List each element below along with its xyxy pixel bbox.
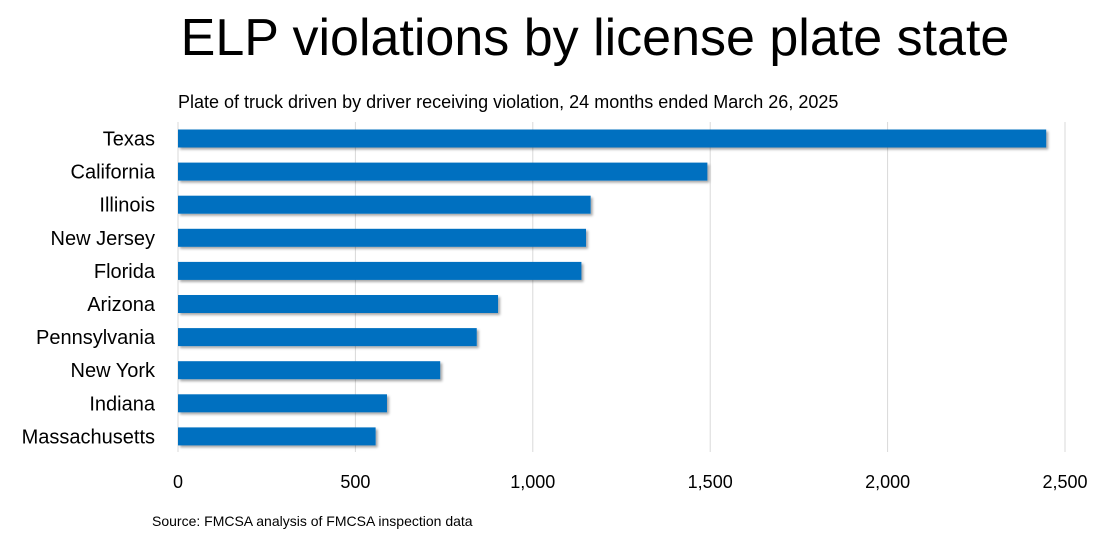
category-label: Texas (103, 129, 155, 151)
category-label: California (71, 162, 156, 184)
x-tick-label: 1,500 (688, 472, 733, 492)
category-label: New York (71, 360, 156, 382)
chart-source: Source: FMCSA analysis of FMCSA inspecti… (152, 513, 473, 529)
x-tick-label: 1,000 (510, 472, 555, 492)
x-tick-label: 500 (340, 472, 370, 492)
x-tick-label: 2,000 (865, 472, 910, 492)
x-tick-label: 0 (173, 472, 183, 492)
bar (178, 295, 499, 313)
chart-title: ELP violations by license plate state (180, 9, 1010, 67)
category-label: New Jersey (51, 228, 155, 250)
category-label: Arizona (87, 294, 156, 316)
category-label: Pennsylvania (36, 327, 156, 349)
bar (178, 328, 477, 347)
category-label: Massachusetts (22, 426, 155, 448)
x-tick-label: 2,500 (1042, 472, 1087, 492)
category-label: Florida (94, 261, 156, 283)
bar (178, 228, 587, 247)
bar (178, 261, 582, 280)
bar (178, 361, 441, 380)
category-label: Illinois (99, 195, 155, 217)
bar (178, 129, 1047, 148)
bar (178, 195, 591, 214)
bar (178, 162, 708, 181)
category-label: Indiana (89, 393, 155, 415)
bar (178, 394, 387, 413)
bar (178, 427, 376, 446)
chart-subtitle: Plate of truck driven by driver receivin… (178, 92, 839, 112)
